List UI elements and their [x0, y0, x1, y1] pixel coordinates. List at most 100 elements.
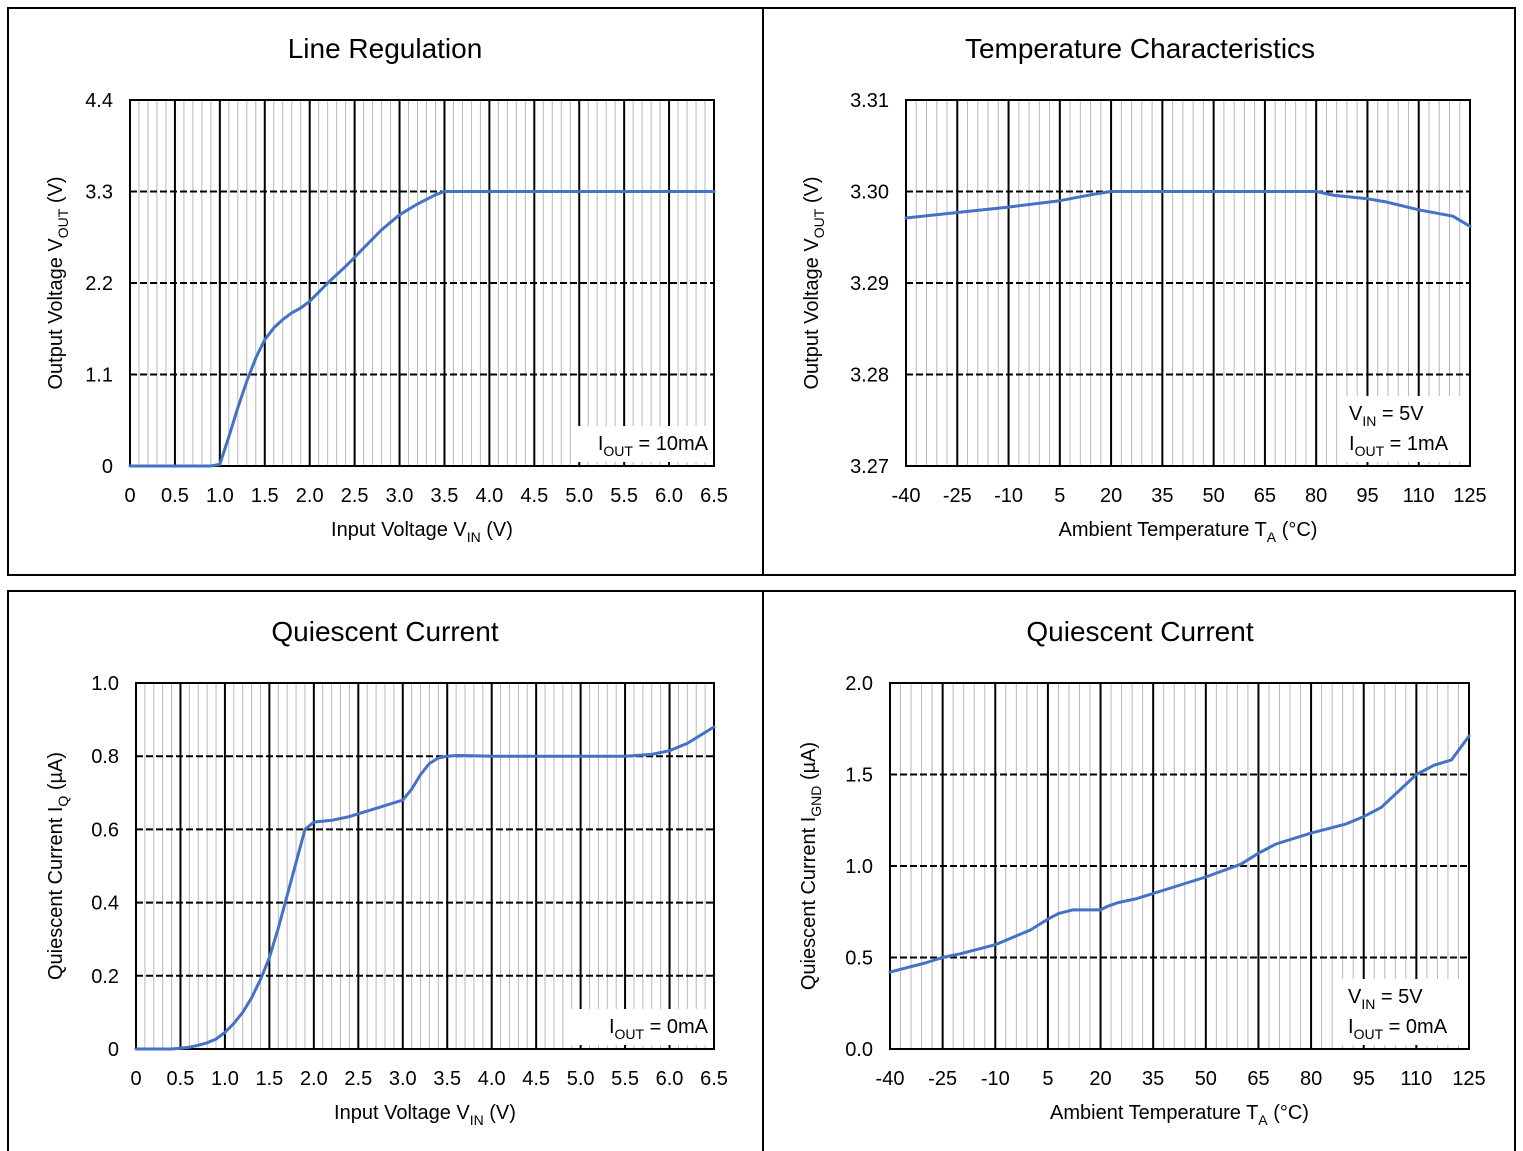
y-tick-label: 3.27 [850, 456, 889, 478]
annotation-text-sub: OUT [1355, 443, 1385, 459]
x-tick-label: -10 [981, 1068, 1010, 1090]
y-axis-label-rest: (V) [45, 176, 67, 208]
y-tick-label: 3.29 [850, 273, 889, 295]
x-axis-label-rest: (°C) [1268, 1102, 1309, 1124]
y-tick-label: 2.0 [845, 673, 873, 695]
x-tick-label: 5.0 [565, 485, 593, 507]
plot-frame [905, 99, 1471, 467]
annotation-text-main: V [1348, 986, 1362, 1008]
x-tick-label: 65 [1247, 1068, 1269, 1090]
annotation-text-main: V [1349, 403, 1363, 425]
x-tick-label: 2.0 [296, 485, 324, 507]
x-axis-label-main: Input Voltage V [334, 1102, 470, 1124]
chart-title: Quiescent Current [1026, 616, 1253, 647]
annotation-text-rest: = 5V [1376, 403, 1424, 425]
annotation-text-main: I [609, 1016, 615, 1038]
annotation-text-rest: = 0mA [1383, 1016, 1448, 1038]
x-tick-label: -10 [994, 485, 1023, 507]
y-axis-label-sub: GND [808, 786, 824, 817]
y-axis-label-rest: (V) [801, 176, 823, 208]
x-tick-label: 80 [1305, 485, 1327, 507]
y-tick-label: 2.2 [85, 273, 113, 295]
y-tick-label: 3.3 [85, 182, 113, 204]
annotation-box [571, 426, 711, 462]
y-axis-label-sub: Q [55, 796, 71, 807]
series-line-0 [128, 190, 716, 468]
x-tick-label: 5.5 [610, 485, 638, 507]
series-line-0 [904, 190, 1472, 228]
series-line-0 [888, 734, 1471, 974]
x-tick-label: -40 [892, 485, 921, 507]
annotation-text-sub: OUT [603, 443, 633, 459]
x-tick-label: 110 [1400, 1068, 1432, 1090]
y-tick-label: 0 [102, 456, 113, 478]
x-tick-label: 6.0 [656, 1068, 684, 1090]
x-tick-label: 2.5 [341, 485, 369, 507]
chart-temperature-characteristics: -40 -25 -10 5 20 35 50 65 80 95 110 125 3.27 3.28 3.29… [801, 33, 1487, 545]
y-tick-label: 0.8 [91, 746, 119, 768]
x-axis-label-main: Ambient Temperature T [1050, 1102, 1258, 1124]
y-axis-label: Quiescent Current IQ (µA) [45, 752, 71, 980]
plot-frame [129, 99, 715, 467]
x-axis-label-rest: (°C) [1276, 519, 1317, 541]
y-tick-label: 0.2 [91, 966, 119, 988]
y-axis-label-rest: (µA) [45, 752, 67, 796]
y-tick-label: 3.28 [850, 365, 889, 387]
y-tick-label: 3.31 [850, 90, 889, 112]
annotation-text-rest: = 0mA [644, 1016, 709, 1038]
y-axis-label-sub: OUT [55, 208, 71, 238]
x-axis-label: Input Voltage VIN (V) [334, 1102, 516, 1128]
chart-quiescent-current-vs-vin: 0 0.5 1.0 1.5 2.0 2.5 3.0 3.5 4.0 4.5 5.0 5.5 6.0 6.5… [45, 616, 728, 1128]
plot-area [136, 683, 714, 1049]
x-tick-label: 0.5 [161, 485, 189, 507]
annotation-text: IOUT = 0mA [609, 1016, 709, 1042]
y-tick-label: 0 [108, 1039, 119, 1061]
x-axis-label-sub: A [1258, 1112, 1268, 1128]
x-axis-label: Input Voltage VIN (V) [331, 519, 513, 545]
y-axis-label-main: Quiescent Current I [798, 817, 820, 990]
x-axis-label-sub: IN [470, 1112, 484, 1128]
x-tick-label: 125 [1452, 1068, 1485, 1090]
x-tick-label: 35 [1151, 485, 1173, 507]
x-tick-label: 4.5 [520, 485, 548, 507]
x-tick-label: 95 [1356, 485, 1378, 507]
y-axis-label-main: Output Voltage V [801, 238, 823, 390]
x-tick-label: 35 [1142, 1068, 1164, 1090]
x-tick-label: 0 [124, 485, 135, 507]
annotation-text-rest: = 10mA [633, 433, 709, 455]
x-tick-label: 110 [1403, 485, 1435, 507]
x-tick-label: 6.5 [700, 1068, 728, 1090]
x-tick-label: 3.5 [433, 1068, 461, 1090]
annotation-text-main: I [1349, 433, 1355, 455]
annotation-text-rest: = 1mA [1384, 433, 1449, 455]
x-tick-label: 5 [1054, 485, 1065, 507]
x-tick-label: 95 [1353, 1068, 1375, 1090]
y-tick-label: 0.6 [91, 819, 119, 841]
x-tick-label: 3.0 [386, 485, 414, 507]
x-tick-label: 3.5 [431, 485, 459, 507]
x-axis-label-main: Ambient Temperature T [1059, 519, 1267, 541]
y-axis-label-main: Quiescent Current I [45, 807, 67, 980]
x-tick-label: 1.0 [206, 485, 234, 507]
chart-title: Line Regulation [288, 33, 483, 64]
plot-frame [135, 682, 715, 1050]
annotation-text: VIN = 5V [1349, 403, 1424, 429]
plot-frame [889, 682, 1470, 1050]
annotation-text: IOUT = 0mA [1348, 1016, 1448, 1042]
x-tick-label: 50 [1195, 1068, 1217, 1090]
annotation-text-rest: = 5V [1375, 986, 1423, 1008]
y-tick-label: 1.0 [91, 673, 119, 695]
chart-title: Quiescent Current [271, 616, 498, 647]
y-axis-label-rest: (µA) [798, 742, 820, 786]
y-axis-label-main: Output Voltage V [45, 238, 67, 390]
annotation-text: IOUT = 10mA [598, 433, 709, 459]
annotation-text-main: I [1348, 1016, 1354, 1038]
x-tick-label: 0.5 [167, 1068, 195, 1090]
y-axis-label-sub: OUT [811, 208, 827, 238]
x-tick-label: 6.0 [655, 485, 683, 507]
x-tick-label: 4.0 [478, 1068, 506, 1090]
x-axis-label-sub: IN [467, 529, 481, 545]
series-line-0 [134, 725, 716, 1051]
x-tick-label: 5 [1042, 1068, 1053, 1090]
